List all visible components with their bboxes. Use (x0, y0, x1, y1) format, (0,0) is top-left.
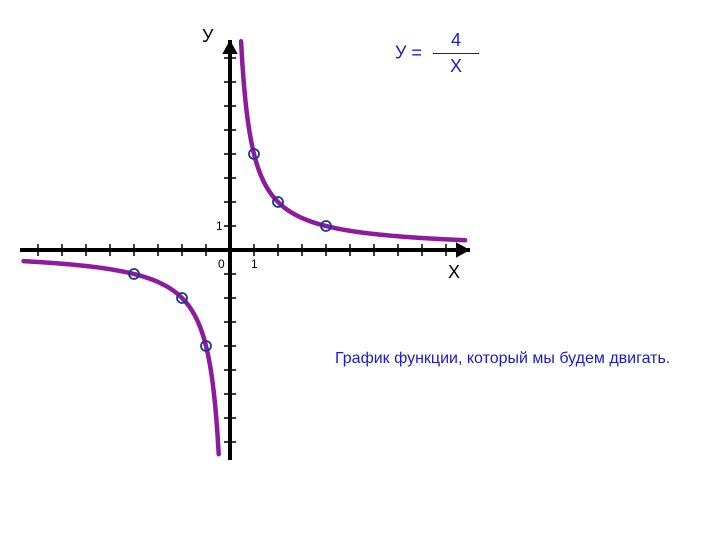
x-axis-label: Х (448, 262, 460, 282)
chart-container: 0 1 1 Х У У = 4 Х График функции, который мы… (0, 0, 720, 540)
zero-label: 0 (218, 257, 225, 271)
hyperbola-negative-branch (24, 261, 219, 454)
formula-fraction: 4 Х (433, 30, 479, 77)
one-x-label: 1 (251, 257, 258, 271)
chart-svg: 0 1 1 Х У (0, 0, 720, 540)
y-axis-arrow (222, 40, 237, 54)
formula: У = 4 Х (395, 30, 479, 77)
formula-prefix: У = (395, 42, 422, 62)
x-axis-arrow (456, 242, 470, 257)
formula-numerator: 4 (433, 30, 479, 54)
formula-denominator: Х (433, 54, 479, 77)
one-y-label: 1 (216, 219, 223, 233)
y-axis-label: У (202, 26, 214, 46)
caption: График функции, который мы будем двигать… (335, 350, 670, 368)
